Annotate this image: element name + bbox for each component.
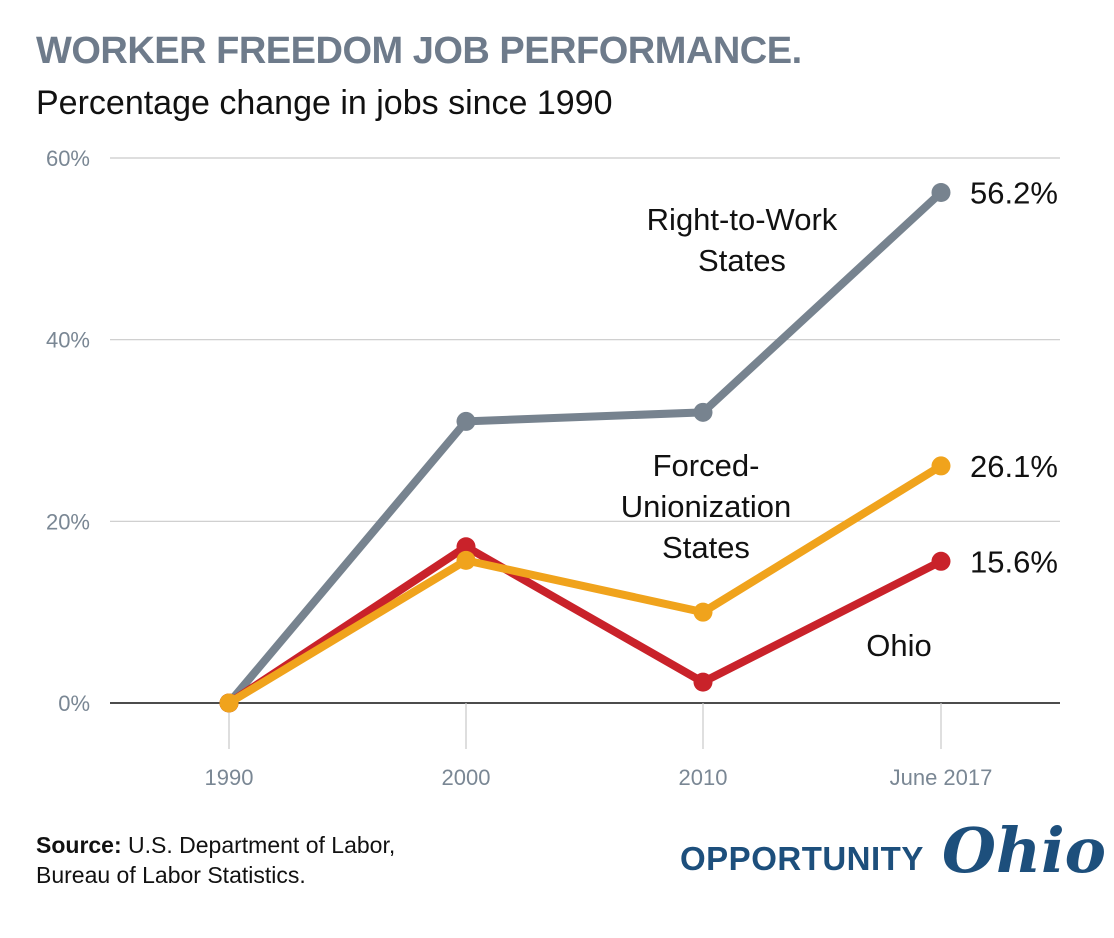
y-tick-label: 60% <box>46 146 90 171</box>
data-point <box>693 602 713 622</box>
data-point <box>456 411 476 431</box>
line-chart: 0% 20% 40% 60% 1990 2000 2010 June 2017 56.2% 26.… <box>46 146 1060 790</box>
y-tick-label: 0% <box>58 691 90 716</box>
series-line-0 <box>225 188 945 707</box>
data-point <box>931 183 951 203</box>
series-label: Forced- <box>653 448 760 483</box>
series-label: Ohio <box>866 628 931 663</box>
x-tick-label: June 2017 <box>890 765 993 790</box>
source-line-1: U.S. Department of Labor, <box>128 832 396 858</box>
end-value-label: 26.1% <box>970 449 1058 484</box>
series-label: States <box>662 530 750 565</box>
end-value-label: 15.6% <box>970 544 1058 579</box>
chart-title: WORKER FREEDOM JOB PERFORMANCE. <box>36 30 802 72</box>
logo-script: Ohio <box>942 814 1106 887</box>
data-point <box>456 537 476 557</box>
data-point <box>931 456 951 476</box>
series-line-2 <box>225 542 945 707</box>
series-label: Right-to-Work <box>647 202 838 237</box>
opportunity-ohio-logo: OPPORTUNITY Ohio <box>680 814 1106 898</box>
data-point <box>693 402 713 422</box>
x-tick-label: 2000 <box>442 765 491 790</box>
series-label: States <box>698 243 786 278</box>
x-tick-label: 2010 <box>679 765 728 790</box>
data-point <box>456 550 476 570</box>
data-point <box>931 551 951 571</box>
data-point <box>219 693 239 713</box>
source-line-2: Bureau of Labor Statistics. <box>36 862 306 888</box>
series-label: Unionization <box>621 489 792 524</box>
y-tick-label: 20% <box>46 509 90 534</box>
logo-wordmark: OPPORTUNITY <box>680 840 924 877</box>
chart-subtitle: Percentage change in jobs since 1990 <box>36 84 613 122</box>
series-line-1 <box>225 461 945 707</box>
end-value-label: 56.2% <box>970 176 1058 211</box>
source-label: Source: <box>36 832 122 858</box>
y-tick-label: 40% <box>46 328 90 353</box>
x-tick-label: 1990 <box>205 765 254 790</box>
data-point <box>693 672 713 692</box>
source-note: Source: U.S. Department of Labor, Bureau… <box>36 830 395 890</box>
